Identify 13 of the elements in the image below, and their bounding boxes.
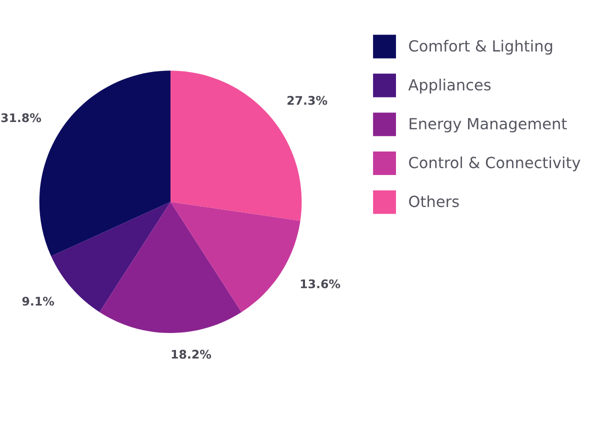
data-label: 31.8% bbox=[1, 113, 42, 122]
pie-slice bbox=[170, 202, 300, 312]
data-label: 9.1% bbox=[22, 296, 54, 306]
legend-label: Others bbox=[409, 195, 459, 208]
pie-slice bbox=[39, 70, 171, 256]
legend-label: Control & Connectivity bbox=[409, 156, 580, 172]
data-label: 13.6% bbox=[300, 279, 340, 288]
legend-label: Energy Management bbox=[410, 118, 567, 132]
data-label: 27.3% bbox=[288, 96, 328, 105]
legend-label: Appliances bbox=[408, 78, 491, 94]
pie-slice bbox=[100, 202, 242, 334]
data-label: 18.2% bbox=[172, 350, 212, 359]
legend-label: Comfort & Lighting bbox=[409, 40, 552, 55]
